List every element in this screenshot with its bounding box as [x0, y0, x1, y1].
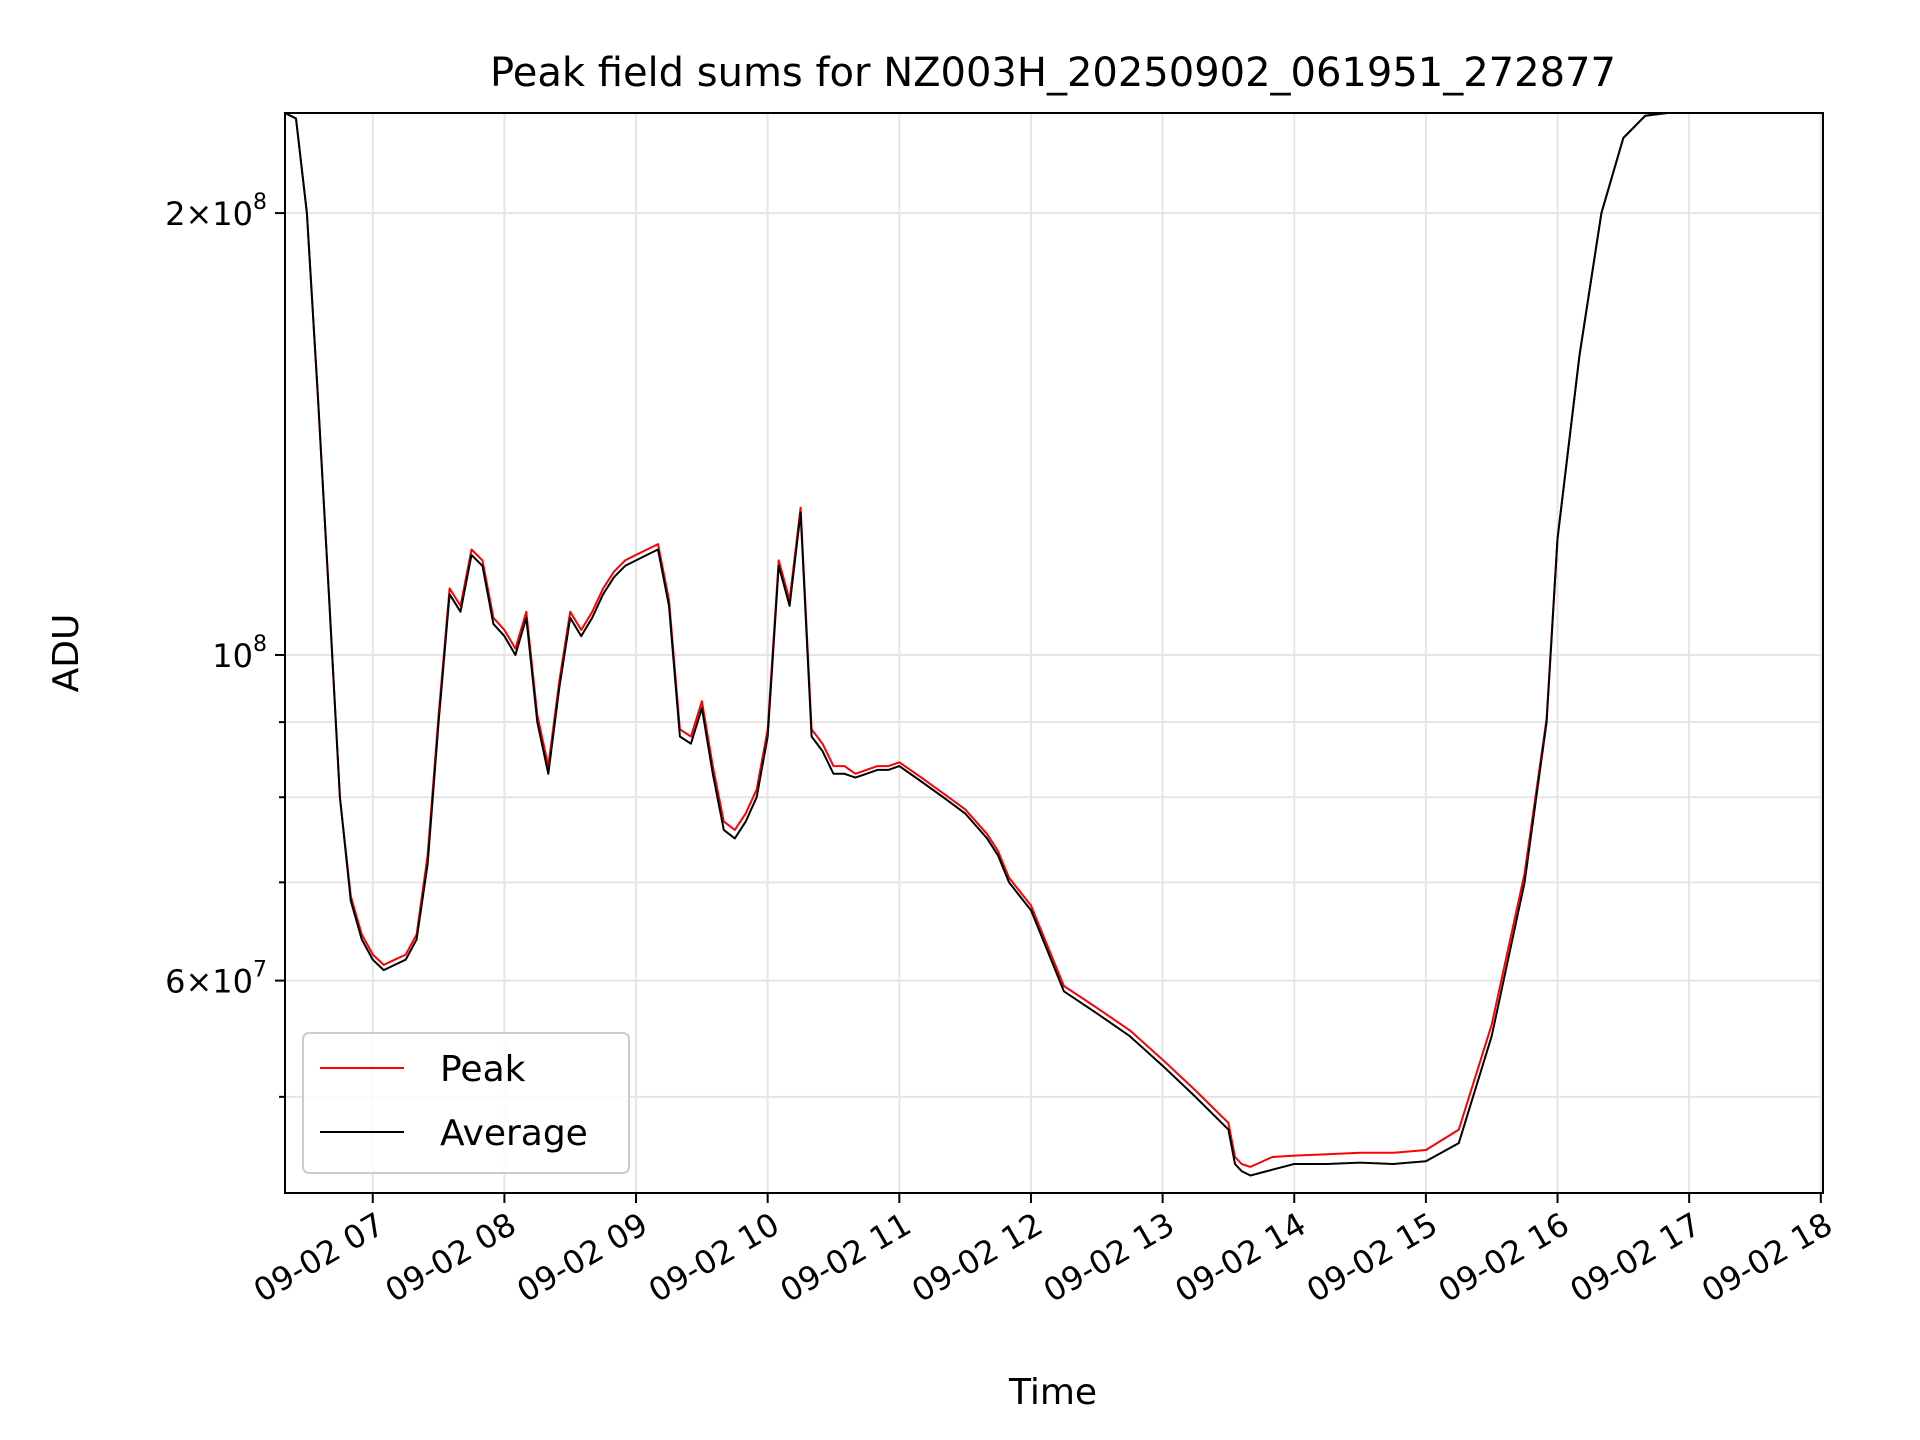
- legend[interactable]: Peak Average: [302, 1032, 630, 1174]
- chart-title: Peak field sums for NZ003H_20250902_0619…: [490, 50, 1616, 96]
- grid: [285, 113, 1823, 1193]
- x-tick-label: 09-02 11: [774, 1205, 918, 1310]
- x-axis-label: Time: [1008, 1372, 1097, 1413]
- x-tick-label: 09-02 07: [247, 1205, 391, 1310]
- series-average-line: [284, 112, 1712, 1177]
- plot-area: [284, 112, 1712, 1177]
- legend-peak-label: Peak: [440, 1049, 526, 1090]
- plot-frame: [284, 112, 1824, 1194]
- y-axis: 2×108 108 6×107: [165, 190, 285, 1098]
- x-tick-label: 09-02 08: [379, 1205, 523, 1310]
- x-tick-label: 09-02 16: [1432, 1205, 1576, 1310]
- x-tick-label: 09-02 18: [1695, 1205, 1839, 1310]
- y-axis-label: ADU: [46, 614, 87, 693]
- series-peak-line: [284, 112, 1712, 1168]
- legend-average-label: Average: [440, 1113, 588, 1154]
- y-tick-label: 2×108: [165, 190, 267, 233]
- y-tick-label: 108: [212, 632, 267, 675]
- x-tick-label: 09-02 17: [1564, 1205, 1708, 1310]
- x-tick-label: 09-02 09: [510, 1205, 654, 1310]
- y-tick-label: 6×107: [165, 958, 267, 1001]
- x-tick-label: 09-02 15: [1300, 1205, 1444, 1310]
- x-tick-label: 09-02 14: [1169, 1205, 1313, 1310]
- x-tick-label: 09-02 12: [905, 1205, 1049, 1310]
- x-tick-label: 09-02 10: [642, 1205, 786, 1310]
- x-tick-label: 09-02 13: [1037, 1205, 1181, 1310]
